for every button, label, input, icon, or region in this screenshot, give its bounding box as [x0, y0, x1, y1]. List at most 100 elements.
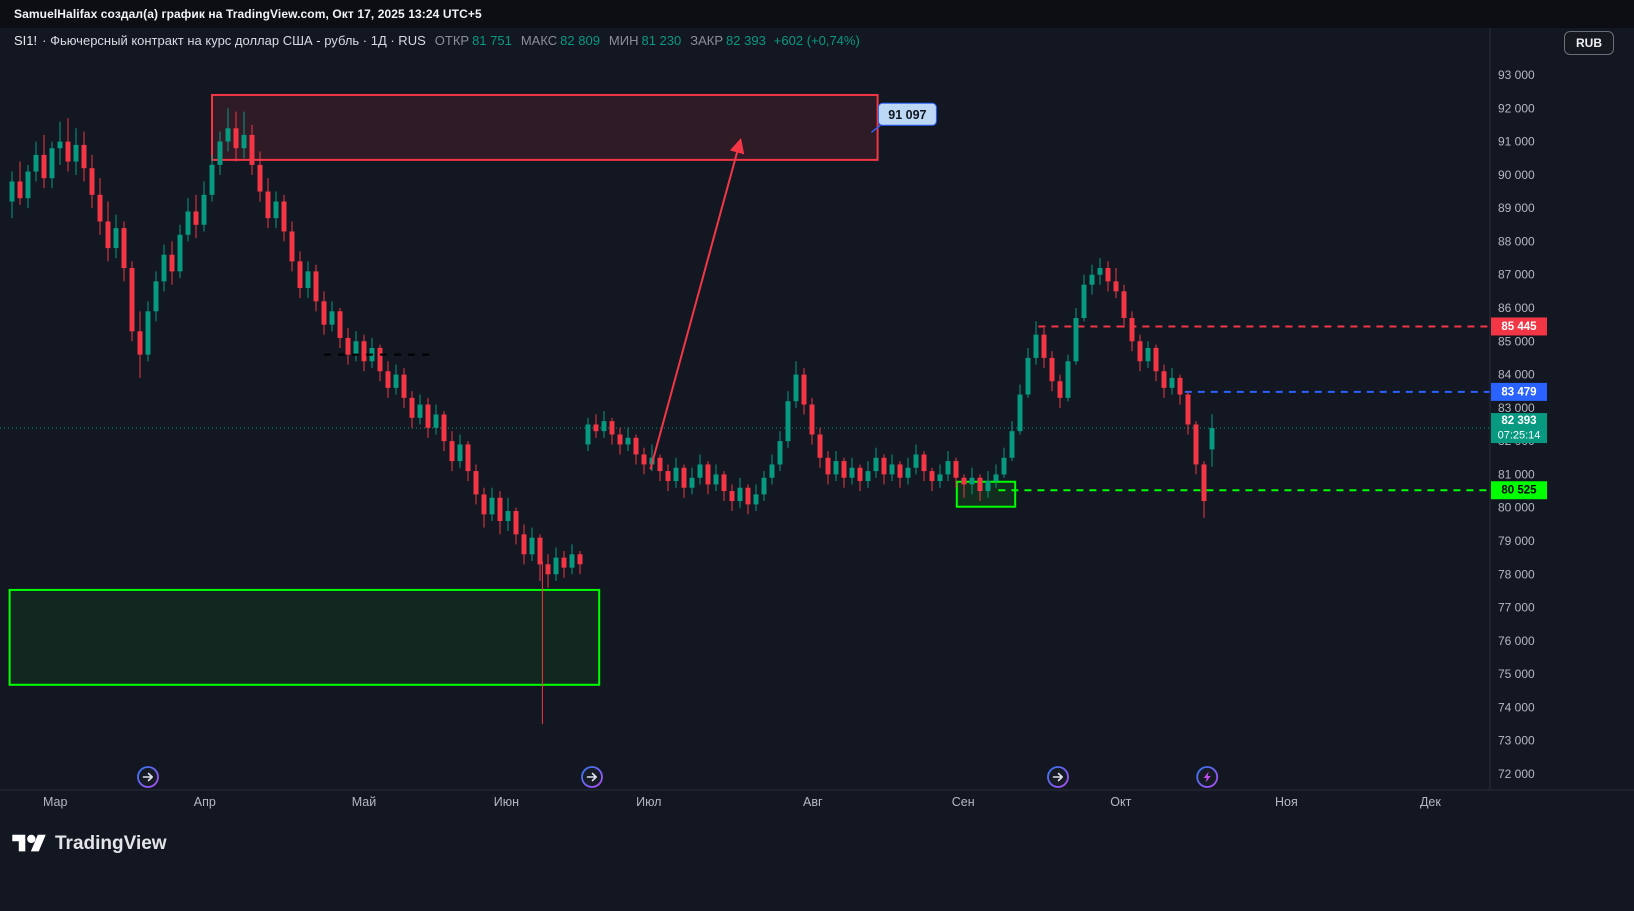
lightning-event-icon[interactable] [1196, 766, 1219, 788]
timeline-event-icon[interactable] [137, 766, 159, 788]
candle [353, 331, 359, 362]
candlestick-series [9, 108, 1215, 588]
candle [1033, 321, 1039, 365]
price-tick-label: 80 000 [1498, 501, 1535, 515]
candle [185, 198, 191, 242]
tradingview-logo[interactable]: TradingView [12, 831, 167, 857]
trend-arrow[interactable] [649, 137, 745, 470]
candle [1057, 374, 1063, 408]
candle [393, 364, 399, 395]
open-label: ОТКР [434, 33, 470, 48]
candle [329, 301, 335, 332]
candle [201, 181, 207, 232]
price-tick-label: 84 000 [1498, 368, 1535, 382]
svg-text:82 393: 82 393 [1501, 415, 1536, 427]
candle [697, 454, 703, 485]
candle [265, 178, 271, 229]
candle [489, 487, 495, 522]
candle [297, 251, 303, 299]
candle [521, 524, 527, 565]
support-level-axis-label: 80 525 [1491, 481, 1547, 500]
price-tick-label: 73 000 [1498, 734, 1535, 748]
month-label: Июн [494, 795, 519, 809]
open-value: 81 751 [472, 33, 512, 48]
price-tick-label: 79 000 [1498, 534, 1535, 548]
candle [225, 108, 231, 152]
candle [481, 487, 487, 528]
candle [633, 434, 639, 465]
candle [385, 361, 391, 398]
candle [57, 121, 63, 165]
candle [505, 497, 511, 532]
last-price-axis-label: 82 393 07:25:14 [1491, 413, 1547, 444]
candle [641, 447, 647, 475]
candle [777, 431, 783, 472]
candle [1185, 391, 1191, 435]
candle [537, 534, 543, 581]
candle [849, 457, 855, 485]
candle [953, 457, 959, 488]
high-value: 82 809 [560, 33, 600, 48]
attribution-text: SamuelHalifax создал(а) график на Tradin… [14, 7, 482, 21]
price-tick-label: 91 000 [1498, 135, 1535, 149]
timeline-event-icon[interactable] [581, 766, 603, 788]
high-label: МАКС [520, 33, 558, 48]
month-label: Авг [803, 795, 823, 809]
candle [665, 464, 671, 492]
supply-zone[interactable] [211, 93, 879, 161]
currency-button[interactable]: RUB [1564, 31, 1614, 55]
month-label: Мар [43, 795, 68, 809]
price-tick-label: 89 000 [1498, 201, 1535, 215]
candle [49, 141, 55, 189]
candle [1129, 311, 1135, 352]
target-level-axis-label: 83 479 [1491, 382, 1547, 401]
candle [561, 550, 567, 578]
candle [985, 471, 991, 498]
candle [865, 461, 871, 488]
price-tick-label: 90 000 [1498, 168, 1535, 182]
candle [929, 467, 935, 492]
candle [809, 397, 815, 445]
candle [41, 134, 47, 189]
candle [17, 161, 23, 205]
candle [601, 411, 607, 438]
candle [249, 124, 255, 175]
candle [1161, 364, 1167, 398]
attribution-bar: SamuelHalifax создал(а) график на Tradin… [0, 0, 1634, 28]
candle [433, 404, 439, 435]
candle [97, 178, 103, 235]
candle [473, 464, 479, 505]
low-label: МИН [608, 33, 639, 48]
price-scale[interactable]: 93 000 92 000 91 000 90 000 89 000 88 000 87 0… [1498, 68, 1535, 781]
timeline-event-icon[interactable] [1047, 766, 1069, 788]
month-label: Июл [636, 795, 661, 809]
candle [361, 334, 367, 372]
candle [1041, 327, 1047, 368]
candle [1081, 274, 1087, 322]
candle [497, 491, 503, 535]
price-tick-label: 76 000 [1498, 634, 1535, 648]
price-tick-label: 86 000 [1498, 301, 1535, 315]
candle [33, 141, 39, 182]
candle [713, 464, 719, 492]
candle [1121, 284, 1127, 328]
candle [1137, 334, 1143, 372]
price-tick-label: 93 000 [1498, 68, 1535, 82]
callout-anchor-line [870, 124, 881, 133]
candle [721, 471, 727, 502]
price-callout[interactable] [877, 102, 937, 126]
candle [825, 451, 831, 485]
month-label: Ноя [1275, 795, 1298, 809]
candle [281, 194, 287, 242]
time-scale[interactable]: Мар Апр Май Июн Июл Авг Сен Окт Ноя Дек [43, 795, 1441, 809]
candle [161, 244, 167, 292]
candle [401, 367, 407, 408]
candle [873, 447, 879, 478]
candle [257, 151, 263, 202]
chart-canvas[interactable]: 91 097 93 000 92 000 91 000 90 000 89 000 88 0… [0, 28, 1634, 911]
demand-zone[interactable] [8, 588, 601, 686]
candle [1089, 264, 1095, 295]
candle [905, 457, 911, 485]
candle [449, 431, 455, 472]
symbol-title[interactable]: SI1! [14, 33, 38, 48]
